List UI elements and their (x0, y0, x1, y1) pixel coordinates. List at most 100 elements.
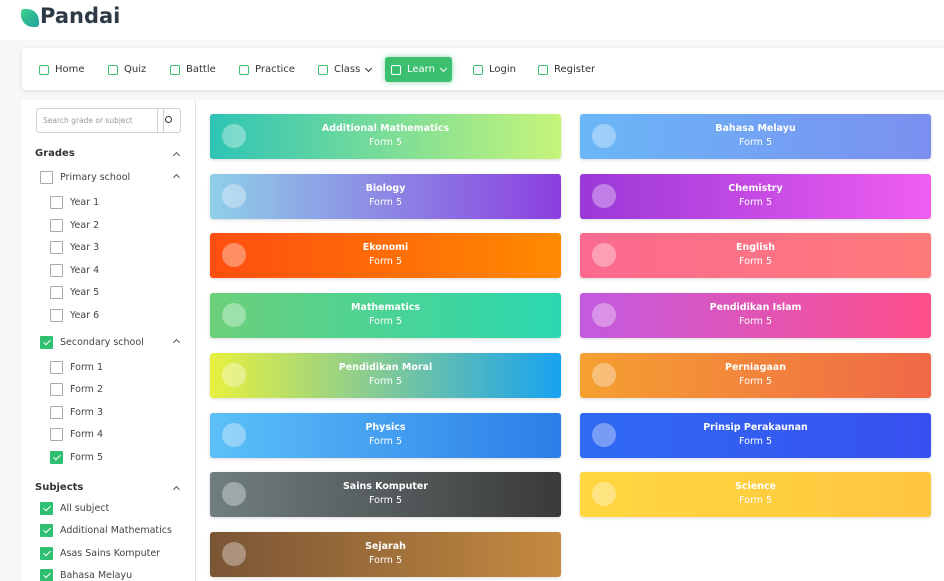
card-subtitle: Form 5 (739, 316, 772, 328)
checkbox[interactable] (40, 524, 53, 538)
collapse-icon[interactable] (172, 173, 181, 182)
nav-item[interactable]: Learn (385, 57, 452, 82)
nav-label: Battle (186, 64, 216, 75)
collapse-icon[interactable] (172, 151, 181, 160)
checkbox-label: Year 4 (70, 264, 100, 276)
checkbox[interactable] (50, 196, 63, 209)
checkbox-row[interactable]: Year 2 (50, 218, 99, 232)
checkbox-label: Form 4 (70, 429, 103, 441)
checkbox[interactable] (40, 569, 53, 581)
subject-icon (592, 362, 616, 387)
checkbox-row[interactable]: Year 5 (50, 286, 99, 300)
checkbox-row[interactable]: Year 1 (50, 196, 99, 209)
card-title: Prinsip Perakaunan (703, 421, 808, 433)
checkbox[interactable] (50, 383, 63, 397)
nav-icon (239, 64, 249, 75)
nav-icon (318, 64, 328, 75)
card-subtitle: Form 5 (739, 375, 772, 387)
subject-card[interactable]: Chemistry Form 5 (580, 173, 931, 219)
subject-card[interactable]: Sejarah Form 5 (210, 531, 561, 577)
logo[interactable]: Pandai (40, 4, 121, 28)
checkbox-row[interactable]: Form 5 (50, 451, 103, 464)
collapse-icon[interactable] (172, 338, 181, 346)
subject-icon (222, 422, 246, 447)
checkbox-label: Additional Mathematics (60, 525, 172, 537)
subject-card[interactable]: Additional Mathematics Form 5 (210, 114, 561, 159)
collapse-icon[interactable] (172, 485, 181, 493)
subject-card[interactable]: English Form 5 (580, 233, 931, 279)
checkbox[interactable] (50, 451, 63, 464)
checkbox-label: Primary school (60, 172, 131, 183)
checkbox-row[interactable]: Additional Mathematics (40, 524, 172, 538)
nav-icon (391, 64, 401, 75)
checkbox-row[interactable]: Primary school (40, 171, 130, 184)
nav-item[interactable]: Battle (164, 57, 222, 82)
search-button[interactable] (157, 108, 181, 133)
card-subtitle: Form 5 (369, 435, 402, 447)
checkbox-label: Year 3 (70, 242, 100, 254)
subject-card[interactable]: Mathematics Form 5 (210, 293, 561, 339)
checkbox[interactable] (50, 263, 63, 277)
card-subtitle: Form 5 (369, 495, 402, 507)
subject-icon (222, 482, 246, 507)
subject-card[interactable]: Ekonomi Form 5 (210, 233, 561, 279)
subject-icon (592, 303, 616, 328)
checkbox-row[interactable]: Year 6 (50, 309, 99, 322)
checkbox-row[interactable]: Form 2 (50, 383, 103, 397)
card-subtitle: Form 5 (739, 137, 772, 148)
checkbox[interactable] (50, 405, 63, 419)
subject-card[interactable]: Perniagaan Form 5 (580, 352, 931, 398)
checkbox-row[interactable]: Bahasa Melayu (40, 569, 132, 581)
nav-icon (538, 64, 548, 75)
card-title: Pendidikan Moral (338, 361, 433, 373)
nav-item[interactable]: Home (33, 57, 91, 82)
subject-card[interactable]: Science Form 5 (580, 472, 931, 518)
dropdown-chevron (439, 64, 447, 72)
nav-item[interactable]: Register (532, 57, 601, 82)
nav-item[interactable]: Login (467, 57, 522, 82)
checkbox[interactable] (50, 218, 63, 232)
nav-item[interactable]: Class (312, 57, 377, 82)
checkbox[interactable] (40, 335, 53, 349)
search-input[interactable]: Search grade or subject (36, 108, 164, 133)
checkbox-row[interactable]: Form 1 (50, 360, 103, 374)
nav-icon (473, 64, 483, 75)
card-subtitle: Form 5 (369, 375, 402, 387)
subject-card[interactable]: Sains Komputer Form 5 (210, 472, 561, 518)
nav-item[interactable]: Practice (233, 57, 301, 82)
checkbox-row[interactable]: Year 4 (50, 263, 100, 277)
checkbox-label: Form 1 (70, 361, 103, 373)
subject-icon (222, 362, 246, 387)
checkbox-label: Form 2 (70, 384, 103, 396)
subject-icon (592, 124, 616, 148)
checkbox-row[interactable]: Form 3 (50, 405, 103, 419)
checkbox[interactable] (50, 241, 63, 255)
checkbox-row[interactable]: Secondary school (40, 335, 144, 349)
card-title: Ekonomi (362, 242, 409, 254)
checkbox[interactable] (40, 546, 53, 560)
subject-card[interactable]: Bahasa Melayu Form 5 (580, 114, 931, 159)
subject-card[interactable]: Pendidikan Moral Form 5 (210, 352, 561, 398)
checkbox[interactable] (40, 501, 53, 515)
checkbox[interactable] (50, 286, 63, 300)
subject-icon (222, 124, 246, 148)
checkbox[interactable] (50, 360, 63, 374)
checkbox[interactable] (50, 309, 63, 322)
subject-card[interactable]: Prinsip Perakaunan Form 5 (580, 412, 931, 458)
nav-bar: Home Quiz Battle Practice Class Learn Login Reg… (22, 48, 944, 90)
checkbox[interactable] (40, 171, 53, 184)
checkbox-row[interactable]: Year 3 (50, 241, 100, 255)
checkbox-row[interactable]: Form 4 (50, 428, 103, 442)
checkbox[interactable] (50, 428, 63, 442)
subject-card[interactable]: Biology Form 5 (210, 173, 561, 219)
card-title: Physics (365, 421, 406, 433)
subject-icon (592, 243, 616, 268)
card-subtitle: Form 5 (369, 137, 402, 148)
card-title: Sejarah (365, 540, 406, 552)
checkbox-row[interactable]: All subject (40, 501, 109, 515)
subject-card[interactable]: Physics Form 5 (210, 412, 561, 458)
nav-item[interactable]: Quiz (102, 57, 152, 82)
subject-card[interactable]: Pendidikan Islam Form 5 (580, 293, 931, 339)
nav-label: Login (489, 64, 516, 75)
checkbox-row[interactable]: Asas Sains Komputer (40, 546, 160, 560)
